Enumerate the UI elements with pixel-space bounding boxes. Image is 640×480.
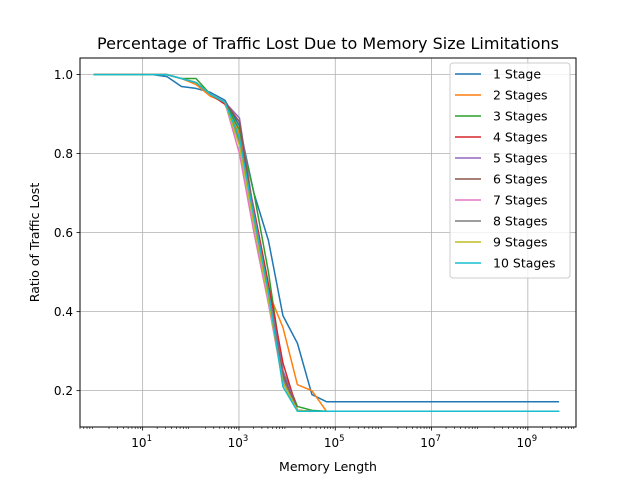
x-tick-label: 109 (516, 434, 537, 450)
legend-label-6-stages: 6 Stages (493, 172, 548, 187)
x-axis-label: Memory Length (279, 459, 377, 474)
x-tick-label: 105 (324, 434, 345, 450)
legend-label-2-stages: 2 Stages (493, 88, 548, 103)
legend-label-10-stages: 10 Stages (493, 256, 556, 271)
legend: 1 Stage 2 Stages 3 Stages 4 Stages 5 Stages 6… (449, 62, 571, 279)
series-lines (93, 73, 560, 412)
series-line-1-stage (93, 73, 560, 403)
axis-ticks: 101 103 105 107 109 0.2 0.4 0.6 0.8 1.0 (54, 68, 575, 450)
legend-label-1-stage: 1 Stage (493, 67, 541, 82)
series-line-10-stages (93, 73, 560, 412)
y-tick-label: 0.6 (54, 226, 73, 240)
legend-label-8-stages: 8 Stages (493, 214, 548, 229)
y-axis-label: Ratio of Traffic Lost (27, 183, 42, 303)
y-tick-label: 0.2 (54, 384, 73, 398)
chart-title: Percentage of Traffic Lost Due to Memory… (97, 34, 559, 53)
x-tick-label: 107 (420, 434, 441, 450)
legend-label-3-stages: 3 Stages (493, 109, 548, 124)
legend-label-9-stages: 9 Stages (493, 235, 548, 250)
legend-label-5-stages: 5 Stages (493, 151, 548, 166)
x-tick-label: 101 (131, 434, 152, 450)
x-tick-label: 103 (228, 434, 249, 450)
legend-label-4-stages: 4 Stages (493, 130, 548, 145)
plot-frame (79, 57, 577, 428)
legend-label-7-stages: 7 Stages (493, 193, 548, 208)
y-tick-label: 0.4 (54, 305, 73, 319)
y-tick-label: 0.8 (54, 147, 73, 161)
y-tick-label: 1.0 (54, 68, 73, 82)
